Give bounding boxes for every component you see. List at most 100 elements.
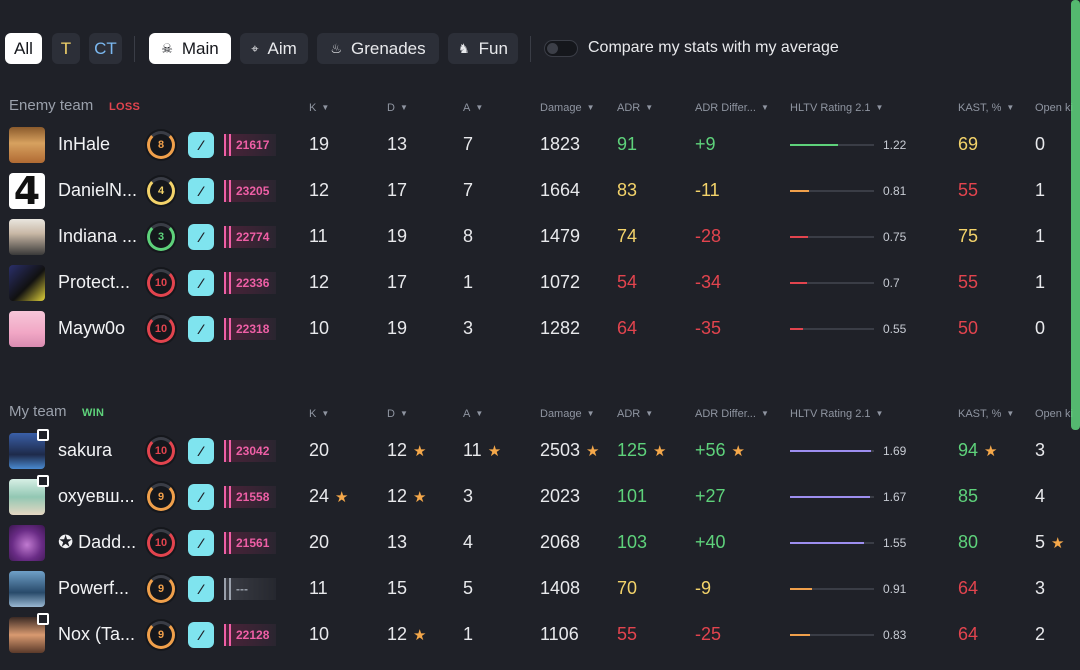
kills: 20 — [309, 440, 330, 460]
sort-caret-icon: ▼ — [321, 409, 330, 418]
faceit-icon[interactable]: ⁄ — [188, 438, 214, 464]
player-row[interactable]: Indiana ... 3 ⁄ 22774 11 19 8 1479 74 -28 0.75 75 1 — [0, 214, 1080, 260]
column-header[interactable]: ADR ▼ — [617, 408, 654, 420]
faceit-icon[interactable]: ⁄ — [188, 576, 214, 602]
faceit-level-icon: 10 — [145, 267, 177, 299]
column-header[interactable]: D ▼ — [387, 102, 408, 114]
column-header[interactable]: KAST, % ▼ — [958, 102, 1015, 114]
avatar[interactable] — [9, 219, 45, 255]
sort-caret-icon: ▼ — [760, 409, 769, 418]
kills: 10 — [309, 318, 330, 338]
faceit-icon[interactable]: ⁄ — [188, 622, 214, 648]
scrollbar[interactable] — [1071, 0, 1080, 430]
hltv-rating-fill — [790, 542, 865, 544]
side-filter-all[interactable]: All — [5, 33, 42, 64]
tab-aim[interactable]: ⌖ Aim — [240, 33, 308, 64]
hltv-rating-fill — [790, 144, 839, 146]
damage: 1479 — [540, 226, 581, 246]
player-name[interactable]: DanielN... — [58, 180, 138, 200]
damage: 1106 — [540, 624, 579, 644]
opening-kills: 1 — [1035, 272, 1046, 292]
player-row[interactable]: Nox (Ta... 9 ⁄ 22128 10 12 ★ 1 1106 55 -25 0.83 64 2 — [0, 612, 1080, 658]
compare-toggle[interactable] — [544, 40, 578, 57]
column-header[interactable]: Open ki — [1035, 408, 1073, 420]
avatar[interactable] — [9, 571, 45, 607]
assists: 3 — [463, 318, 474, 338]
column-header[interactable]: HLTV Rating 2.1 ▼ — [790, 408, 884, 420]
column-header[interactable]: K ▼ — [309, 408, 330, 420]
faceit-icon[interactable]: ⁄ — [188, 316, 214, 342]
faceit-icon[interactable]: ⁄ — [188, 178, 214, 204]
party-icon — [37, 613, 49, 625]
player-row[interactable]: Powerf... 9 ⁄ --- 11 15 5 1408 70 -9 0.91 64 3 — [0, 566, 1080, 612]
side-filter-t[interactable]: T — [52, 33, 80, 64]
star-icon: ★ — [1051, 535, 1065, 552]
star-icon: ★ — [413, 443, 427, 460]
column-header[interactable]: KAST, % ▼ — [958, 408, 1015, 420]
column-header[interactable]: A ▼ — [463, 408, 484, 420]
hltv-rating-fill — [790, 236, 808, 238]
adr: 54 — [617, 272, 638, 292]
player-row[interactable]: Protect... 10 ⁄ 22336 12 17 1 1072 54 -34 0.7 55 1 — [0, 260, 1080, 306]
sort-caret-icon: ▼ — [586, 103, 595, 112]
player-name[interactable]: sakura — [58, 440, 113, 460]
avatar[interactable]: 4 — [9, 173, 45, 209]
player-row[interactable]: Mayw0o 10 ⁄ 22318 10 19 3 1282 64 -35 0.55 50 0 — [0, 306, 1080, 352]
sort-caret-icon: ▼ — [645, 409, 654, 418]
avatar[interactable] — [9, 127, 45, 163]
player-name[interactable]: Indiana ... — [58, 226, 138, 246]
column-header[interactable]: D ▼ — [387, 408, 408, 420]
damage: 1823 — [540, 134, 581, 154]
tab-fun[interactable]: ♞ Fun — [448, 33, 518, 64]
hltv-rating-bar — [790, 634, 874, 636]
player-row[interactable]: InHale 8 ⁄ 21617 19 13 7 1823 91 +9 1.22 69 0 — [0, 122, 1080, 168]
kast: 80 — [958, 532, 979, 552]
adr-diff: -35 — [695, 318, 722, 338]
assists: 1 — [463, 272, 474, 292]
adr-diff: -34 — [695, 272, 722, 292]
deaths: 12 ★ — [387, 624, 427, 644]
kast: 64 — [958, 578, 979, 598]
deaths: 17 — [387, 180, 408, 200]
player-name[interactable]: InHale — [58, 134, 111, 154]
player-name[interactable]: Nox (Ta... — [58, 624, 136, 644]
premier-rating: 22128 — [224, 624, 276, 646]
faceit-icon[interactable]: ⁄ — [188, 224, 214, 250]
faceit-icon[interactable]: ⁄ — [188, 270, 214, 296]
column-header[interactable]: Damage ▼ — [540, 408, 595, 420]
column-header[interactable]: ADR ▼ — [617, 102, 654, 114]
column-header[interactable]: ADR Differ... ▼ — [695, 102, 769, 114]
skull-icon: ☠ — [161, 40, 173, 56]
deaths: 17 — [387, 272, 408, 292]
column-header[interactable]: K ▼ — [309, 102, 330, 114]
player-name[interactable]: Protect... — [58, 272, 131, 292]
player-row[interactable]: 4 DanielN... 4 ⁄ 23205 12 17 7 1664 83 -11 0.81 55 1 — [0, 168, 1080, 214]
deaths: 13 — [387, 134, 408, 154]
player-name[interactable]: Mayw0o — [58, 318, 126, 338]
player-name[interactable]: охуевш... — [58, 486, 135, 506]
damage: 2503 ★ — [540, 440, 600, 460]
faceit-icon[interactable]: ⁄ — [188, 484, 214, 510]
faceit-icon[interactable]: ⁄ — [188, 530, 214, 556]
side-filter-ct[interactable]: CT — [89, 33, 122, 64]
column-header[interactable]: HLTV Rating 2.1 ▼ — [790, 102, 884, 114]
player-row[interactable]: ✪ Dadd... 10 ⁄ 21561 20 13 4 2068 103 +40 1.55 80 5 ★ — [0, 520, 1080, 566]
faceit-icon[interactable]: ⁄ — [188, 132, 214, 158]
avatar[interactable] — [9, 525, 45, 561]
compare-label: Compare my stats with my average — [588, 39, 839, 56]
player-name[interactable]: Powerf... — [58, 578, 130, 598]
tab-grenades[interactable]: ♨ Grenades — [317, 33, 439, 64]
column-header[interactable]: Damage ▼ — [540, 102, 595, 114]
player-name[interactable]: ✪ Dadd... — [58, 532, 137, 552]
column-header[interactable]: A ▼ — [463, 102, 484, 114]
player-row[interactable]: sakura 10 ⁄ 23042 20 12 ★ 11 ★ 2503 ★ 125 ★ +56 ★ 1.69 9… — [0, 428, 1080, 474]
tab-main[interactable]: ☠ Main — [149, 33, 231, 64]
deaths: 19 — [387, 318, 408, 338]
avatar[interactable] — [9, 311, 45, 347]
hltv-rating-bar — [790, 588, 874, 590]
damage: 1282 — [540, 318, 581, 338]
column-header[interactable]: ADR Differ... ▼ — [695, 408, 769, 420]
player-row[interactable]: охуевш... 9 ⁄ 21558 24 ★ 12 ★ 3 2023 101 +27 1.67 85 4 — [0, 474, 1080, 520]
column-header[interactable]: Open ki — [1035, 102, 1073, 114]
avatar[interactable] — [9, 265, 45, 301]
